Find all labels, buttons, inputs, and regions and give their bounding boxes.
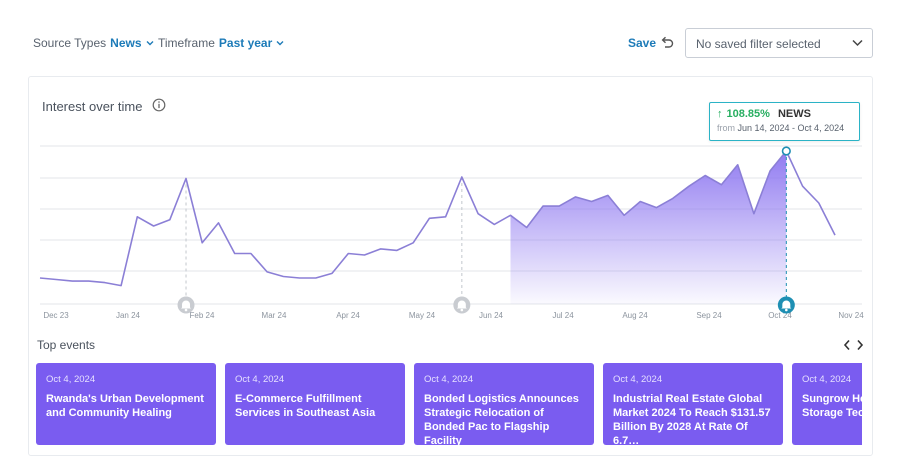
x-tick-label: Aug 24 — [622, 311, 648, 320]
filter-bar: Source Types News Timeframe Past year Sa… — [0, 0, 900, 76]
x-tick-label: May 24 — [409, 311, 436, 320]
tooltip-from-label: from — [717, 123, 735, 133]
highlight-area — [510, 151, 787, 304]
x-axis-ticks: Dec 23 Jan 24 Feb 24 Mar 24 Apr 24 May 24 Jun … — [43, 311, 864, 320]
x-tick-label: Mar 24 — [262, 311, 287, 320]
event-date: Oct 4, 2024 — [802, 374, 852, 385]
saved-filter-select[interactable]: No saved filter selected — [685, 28, 873, 58]
saved-filter-value: No saved filter selected — [696, 37, 821, 51]
chevron-left-icon[interactable] — [843, 339, 851, 351]
source-types-filter[interactable]: Source Types News — [33, 36, 154, 50]
x-tick-label: Apr 24 — [336, 311, 360, 320]
event-marker-lines — [185, 151, 787, 298]
x-tick-label: Dec 23 — [43, 311, 69, 320]
event-card[interactable]: Oct 4, 2024 Sungrow Hos Photovoltaic Sto… — [792, 363, 862, 445]
x-tick-label: Jan 24 — [116, 311, 141, 320]
timeframe-label: Timeframe — [158, 36, 215, 50]
bell-shape — [181, 300, 192, 309]
x-tick-label: Nov 24 — [838, 311, 864, 320]
event-title: Rwanda's Urban Development and Community… — [46, 393, 204, 419]
series-line — [39, 150, 836, 287]
event-title: Bonded Logistics Announces Strategic Rel… — [424, 393, 579, 445]
event-card[interactable]: Oct 4, 2024 Rwanda's Urban Development a… — [36, 363, 216, 445]
bell-clapper — [184, 308, 188, 312]
x-tick-label: Sep 24 — [696, 311, 722, 320]
arrow-up-icon: ↑ — [717, 108, 723, 120]
chevron-right-icon[interactable] — [856, 339, 864, 351]
timeframe-value: Past year — [218, 36, 273, 50]
chart-tooltip: ↑ 108.85% NEWS from Jun 14, 2024 - Oct 4… — [709, 102, 860, 141]
undo-icon[interactable] — [659, 34, 675, 50]
chevron-down-icon — [276, 41, 284, 46]
x-tick-label: Jun 24 — [479, 311, 504, 320]
event-title: Sungrow Hos Photovoltaic Storage Tech — [802, 393, 862, 419]
event-card[interactable]: Oct 4, 2024 Bonded Logistics Announces S… — [414, 363, 594, 445]
bell-shape — [456, 300, 467, 309]
x-tick-label: Oct 24 — [768, 311, 792, 320]
event-card[interactable]: Oct 4, 2024 E-Commerce Fulfillment Servi… — [225, 363, 405, 445]
source-types-value: News — [110, 36, 142, 50]
event-date: Oct 4, 2024 — [613, 374, 663, 385]
events-title: Top events — [37, 338, 96, 352]
tooltip-source: NEWS — [777, 108, 811, 120]
x-tick-label: Feb 24 — [190, 311, 215, 320]
event-date: Oct 4, 2024 — [424, 374, 474, 385]
event-card[interactable]: Oct 4, 2024 Industrial Real Estate Globa… — [603, 363, 783, 445]
tooltip-range: Jun 14, 2024 - Oct 4, 2024 — [737, 123, 845, 133]
selected-point — [781, 146, 791, 156]
timeframe-filter[interactable]: Timeframe Past year — [158, 36, 284, 50]
bell-shape — [781, 300, 792, 309]
source-types-label: Source Types — [33, 36, 107, 50]
chart-title: Interest over time — [42, 99, 143, 114]
chevron-down-icon — [852, 39, 863, 47]
info-icon[interactable] — [152, 98, 166, 112]
bell-clapper — [785, 308, 788, 312]
event-title: E-Commerce Fulfillment Services in South… — [235, 393, 376, 419]
event-title: Industrial Real Estate Global Market 202… — [613, 393, 771, 445]
event-markers — [177, 296, 795, 314]
bell-icon[interactable] — [453, 296, 471, 314]
x-tick-label: Jul 24 — [552, 311, 574, 320]
bell-icon[interactable] — [777, 296, 795, 314]
event-date: Oct 4, 2024 — [46, 374, 96, 385]
save-button[interactable]: Save — [628, 36, 657, 50]
chevron-down-icon — [146, 41, 154, 46]
tooltip-percent: 108.85% — [726, 108, 770, 120]
events-carousel[interactable]: Oct 4, 2024 Rwanda's Urban Development a… — [36, 363, 862, 445]
bell-icon[interactable] — [177, 296, 195, 314]
event-date: Oct 4, 2024 — [235, 374, 285, 385]
bell-clapper — [460, 308, 464, 312]
